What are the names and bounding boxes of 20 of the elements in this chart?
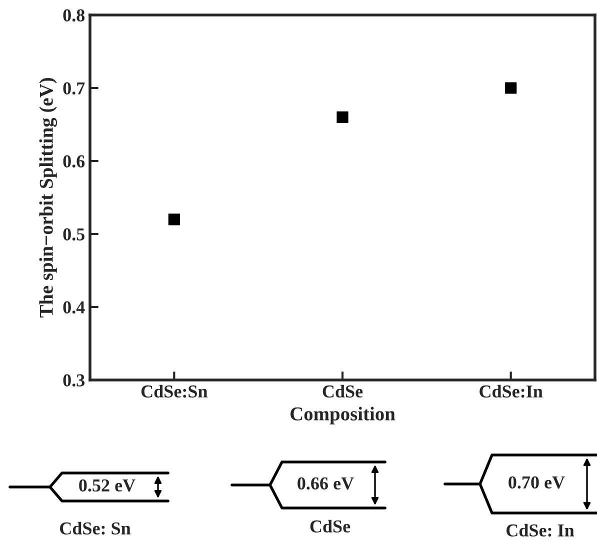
x-axis-title: Composition xyxy=(290,406,396,424)
y-tick-label: 0.6 xyxy=(63,155,85,168)
text: 0.52 eV xyxy=(79,479,136,492)
y-axis-title: The spin−orbit Splitting (eV) xyxy=(39,78,58,318)
x-tick-label: CdSe:In xyxy=(480,384,543,398)
y-tick-label: 0.3 xyxy=(63,374,85,387)
text: CdSe: In xyxy=(506,524,574,537)
y-tick-label: 0.4 xyxy=(63,301,85,314)
y-tick-label: 0.7 xyxy=(63,82,85,95)
text: CdSe: Sn xyxy=(60,522,131,535)
text: 0.70 eV xyxy=(508,476,565,489)
x-tick-label: CdSe:Sn xyxy=(141,384,208,398)
x-tick-label: CdSe xyxy=(322,384,363,398)
text: 0.66 eV xyxy=(298,477,354,490)
point xyxy=(505,82,517,94)
point xyxy=(336,111,348,124)
y-tick-label: 0.5 xyxy=(63,228,84,241)
text: CdSe xyxy=(310,520,350,533)
y-tick-label: 0.8 xyxy=(63,9,85,22)
point xyxy=(168,214,180,226)
